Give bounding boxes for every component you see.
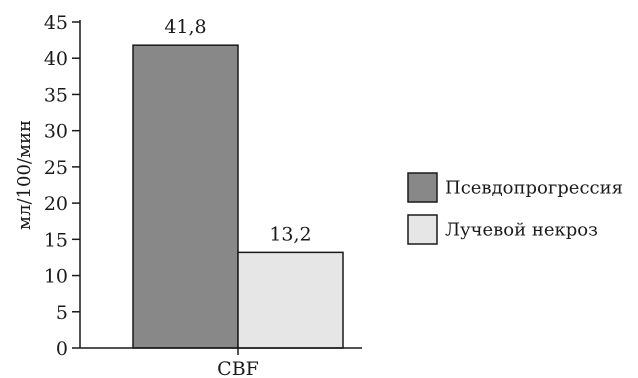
y-axis: 0 5 10 15 20 25 30 35 40 45 [44, 12, 81, 360]
y-tick-label: 10 [44, 266, 68, 288]
data-label: 13,2 [269, 223, 311, 245]
legend-label: Лучевой некроз [445, 220, 598, 241]
y-tick-label: 25 [44, 157, 68, 179]
y-tick-label: 0 [56, 338, 68, 360]
y-tick-label: 15 [44, 229, 68, 251]
legend-label: Псевдопрогрессия [445, 178, 623, 199]
y-tick-label: 45 [44, 12, 68, 34]
y-axis-label: мл/100/мин [14, 120, 35, 230]
y-tick-label: 40 [44, 48, 68, 70]
legend: Псевдопрогрессия Лучевой некроз [407, 172, 623, 245]
data-label: 41,8 [164, 16, 206, 38]
y-tick-label: 35 [44, 84, 68, 106]
bars: 41,8 13,2 [132, 16, 344, 349]
y-tick-label: 5 [56, 302, 68, 324]
legend-swatch [407, 214, 438, 245]
x-tick-label: CBF [217, 358, 259, 378]
x-axis: CBF [80, 347, 362, 378]
bar [132, 44, 239, 349]
bar [237, 251, 344, 349]
y-tick-label: 20 [44, 193, 68, 215]
legend-swatch [407, 172, 438, 203]
y-tick-label: 30 [44, 121, 68, 143]
